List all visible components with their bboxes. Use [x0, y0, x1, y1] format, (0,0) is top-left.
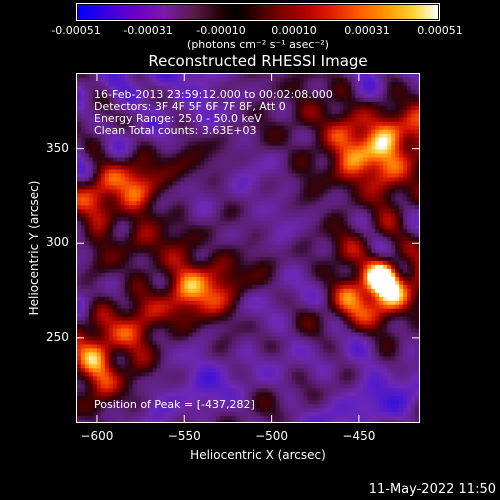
info-detectors: Detectors: 3F 4F 5F 6F 7F 8F, Att 0: [94, 100, 286, 113]
info-clean-counts: Clean Total counts: 3.63E+03: [94, 124, 257, 137]
y-tick-label: 250: [46, 329, 69, 344]
x-tick-label: −600: [80, 429, 114, 443]
footer-date: 11-May-2022 11:50: [368, 482, 496, 497]
heatmap-image: [77, 74, 419, 422]
plot-area: [76, 73, 420, 423]
y-tick-label: 300: [46, 235, 69, 250]
colorbar-tick-label: -0.00051: [51, 24, 101, 37]
info-energy-range: Energy Range: 25.0 - 50.0 keV: [94, 112, 262, 125]
colorbar-tick-label: 0.00031: [344, 24, 390, 37]
chart-title: Reconstructed RHESSI Image: [148, 52, 368, 70]
info-observation-time: 16-Feb-2013 23:59:12.000 to 00:02:08.000: [94, 88, 333, 101]
colorbar-units: (photons cm⁻² s⁻¹ asec⁻²): [187, 38, 329, 51]
y-axis-label: Heliocentric Y (arcsec): [27, 180, 41, 316]
x-tick-label: −450: [342, 429, 376, 443]
peak-position-label: Position of Peak = [-437,282]: [94, 398, 255, 411]
y-tick-label: 350: [46, 140, 69, 155]
colorbar-gradient: [78, 5, 438, 19]
colorbar-tick-label: 0.00010: [271, 24, 317, 37]
x-tick-label: −500: [255, 429, 289, 443]
x-tick-label: −550: [167, 429, 201, 443]
colorbar: [76, 3, 440, 21]
x-axis-label: Heliocentric X (arcsec): [190, 448, 326, 462]
colorbar-tick-label: -0.00031: [123, 24, 173, 37]
colorbar-tick-label: -0.00010: [196, 24, 246, 37]
colorbar-tick-label: 0.00051: [417, 24, 463, 37]
